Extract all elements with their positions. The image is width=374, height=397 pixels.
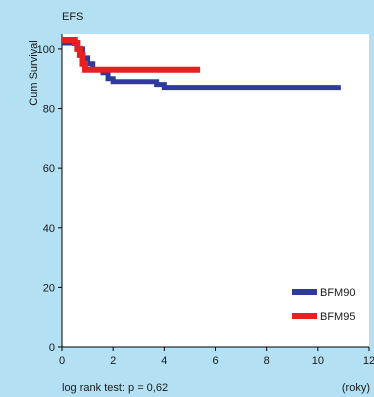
y-tick-label: 80 xyxy=(43,104,55,116)
x-tick-label: 12 xyxy=(363,355,374,367)
legend-label-bfm95: BFM95 xyxy=(320,311,355,323)
y-tick-label: 20 xyxy=(43,282,55,294)
x-tick-label: 6 xyxy=(212,355,218,367)
chart-title: EFS xyxy=(62,11,83,23)
x-tick-label: 0 xyxy=(59,355,65,367)
legend: BFM90 BFM95 xyxy=(292,287,355,323)
footnote-logrank: log rank test: p = 0,62 xyxy=(62,382,168,394)
x-tick-label: 10 xyxy=(312,355,324,367)
legend-label-bfm90: BFM90 xyxy=(320,287,355,299)
x-tick-label: 8 xyxy=(264,355,270,367)
y-tick-label: 60 xyxy=(43,163,55,175)
series-layer xyxy=(62,36,341,91)
x-tick-label: 4 xyxy=(161,355,167,367)
y-tick-label: 40 xyxy=(43,223,55,235)
series-line-bfm95 xyxy=(62,36,201,73)
x-unit-note: (roky) xyxy=(342,382,370,394)
y-axis-label: Cum Survival xyxy=(28,40,40,105)
x-tick-label: 2 xyxy=(110,355,116,367)
y-tick-label: 0 xyxy=(49,342,55,354)
axes: 0 2 4 6 8 10 12 0 20 40 60 80 100 xyxy=(37,34,374,367)
y-tick-label: 100 xyxy=(37,44,55,56)
